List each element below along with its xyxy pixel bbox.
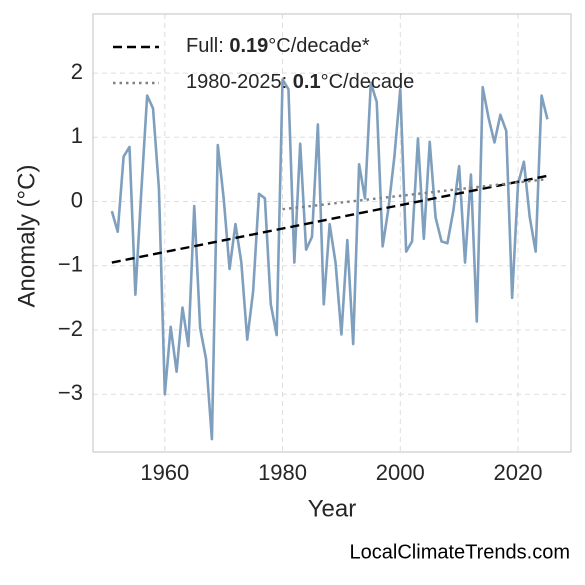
legend-label-part: 0.19: [229, 35, 268, 57]
plot-frame: [92, 13, 572, 453]
x-tick-label: 2000: [376, 460, 425, 485]
y-tick-label: 2: [71, 59, 83, 84]
y-tick-label: −3: [58, 380, 83, 405]
trend-line: [111, 174, 548, 264]
legend-label-part: 1980-2025:: [186, 71, 293, 93]
x-tick-label: 1980: [258, 460, 307, 485]
trend-line: [282, 177, 548, 211]
legend-label: 1980-2025: 0.1°C/decade: [186, 71, 414, 93]
y-tick-label: 1: [71, 123, 83, 148]
y-tick-label: −2: [58, 316, 83, 341]
y-tick-label: 0: [71, 187, 83, 212]
x-tick-label: 2020: [494, 460, 543, 485]
x-axis-label: Year: [308, 495, 357, 522]
legend-label-part: °C/decade: [321, 71, 415, 93]
legend-label-part: °C/decade*: [268, 35, 370, 57]
y-axis-label: Anomaly (°C): [13, 165, 40, 308]
x-tick-label: 1960: [140, 460, 189, 485]
y-tick-label: −1: [58, 252, 83, 277]
grid: [93, 14, 571, 452]
legend-label-part: 0.1: [293, 71, 321, 93]
source-label: LocalClimateTrends.com: [350, 541, 570, 563]
legend-label-part: Full:: [186, 35, 229, 57]
legend-label: Full: 0.19°C/decade*: [186, 35, 370, 57]
plot: [110, 78, 549, 441]
data-line: [110, 78, 549, 441]
